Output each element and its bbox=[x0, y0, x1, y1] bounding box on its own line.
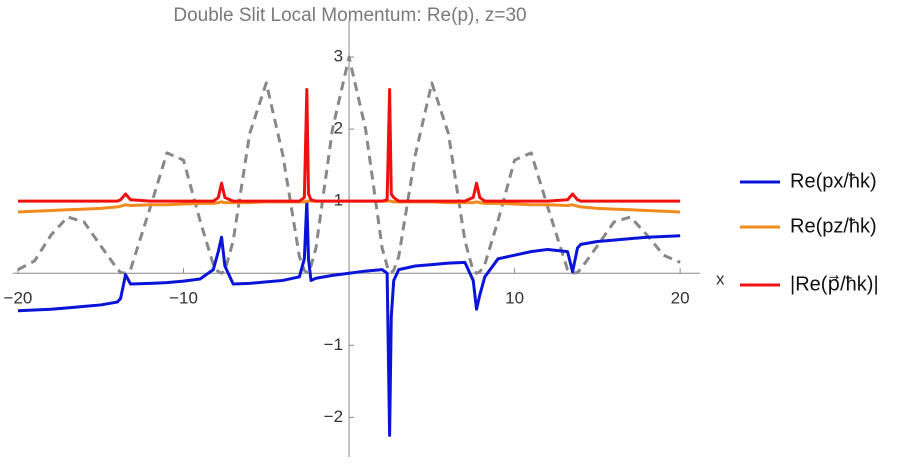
x-axis-label: x bbox=[716, 269, 725, 288]
chart-title: Double Slit Local Momentum: Re(p), z=30 bbox=[173, 5, 526, 26]
y-tick-label: 3 bbox=[334, 47, 343, 66]
legend-label: Re(pz/ħk) bbox=[790, 215, 877, 237]
legend-label: |Re(p⃗/ħk)| bbox=[790, 273, 879, 295]
x-tick-label: −10 bbox=[169, 289, 198, 308]
y-tick-label: −2 bbox=[324, 407, 343, 426]
x-tick-label: 20 bbox=[671, 289, 690, 308]
y-tick-label: 2 bbox=[334, 119, 343, 138]
x-tick-label: −20 bbox=[4, 289, 33, 308]
y-tick-label: −1 bbox=[324, 335, 343, 354]
x-tick-label: 10 bbox=[505, 289, 524, 308]
legend-label: Re(px/ħk) bbox=[790, 170, 877, 192]
series-line bbox=[17, 55, 681, 275]
series-line bbox=[17, 199, 681, 437]
series-line bbox=[17, 87, 681, 203]
